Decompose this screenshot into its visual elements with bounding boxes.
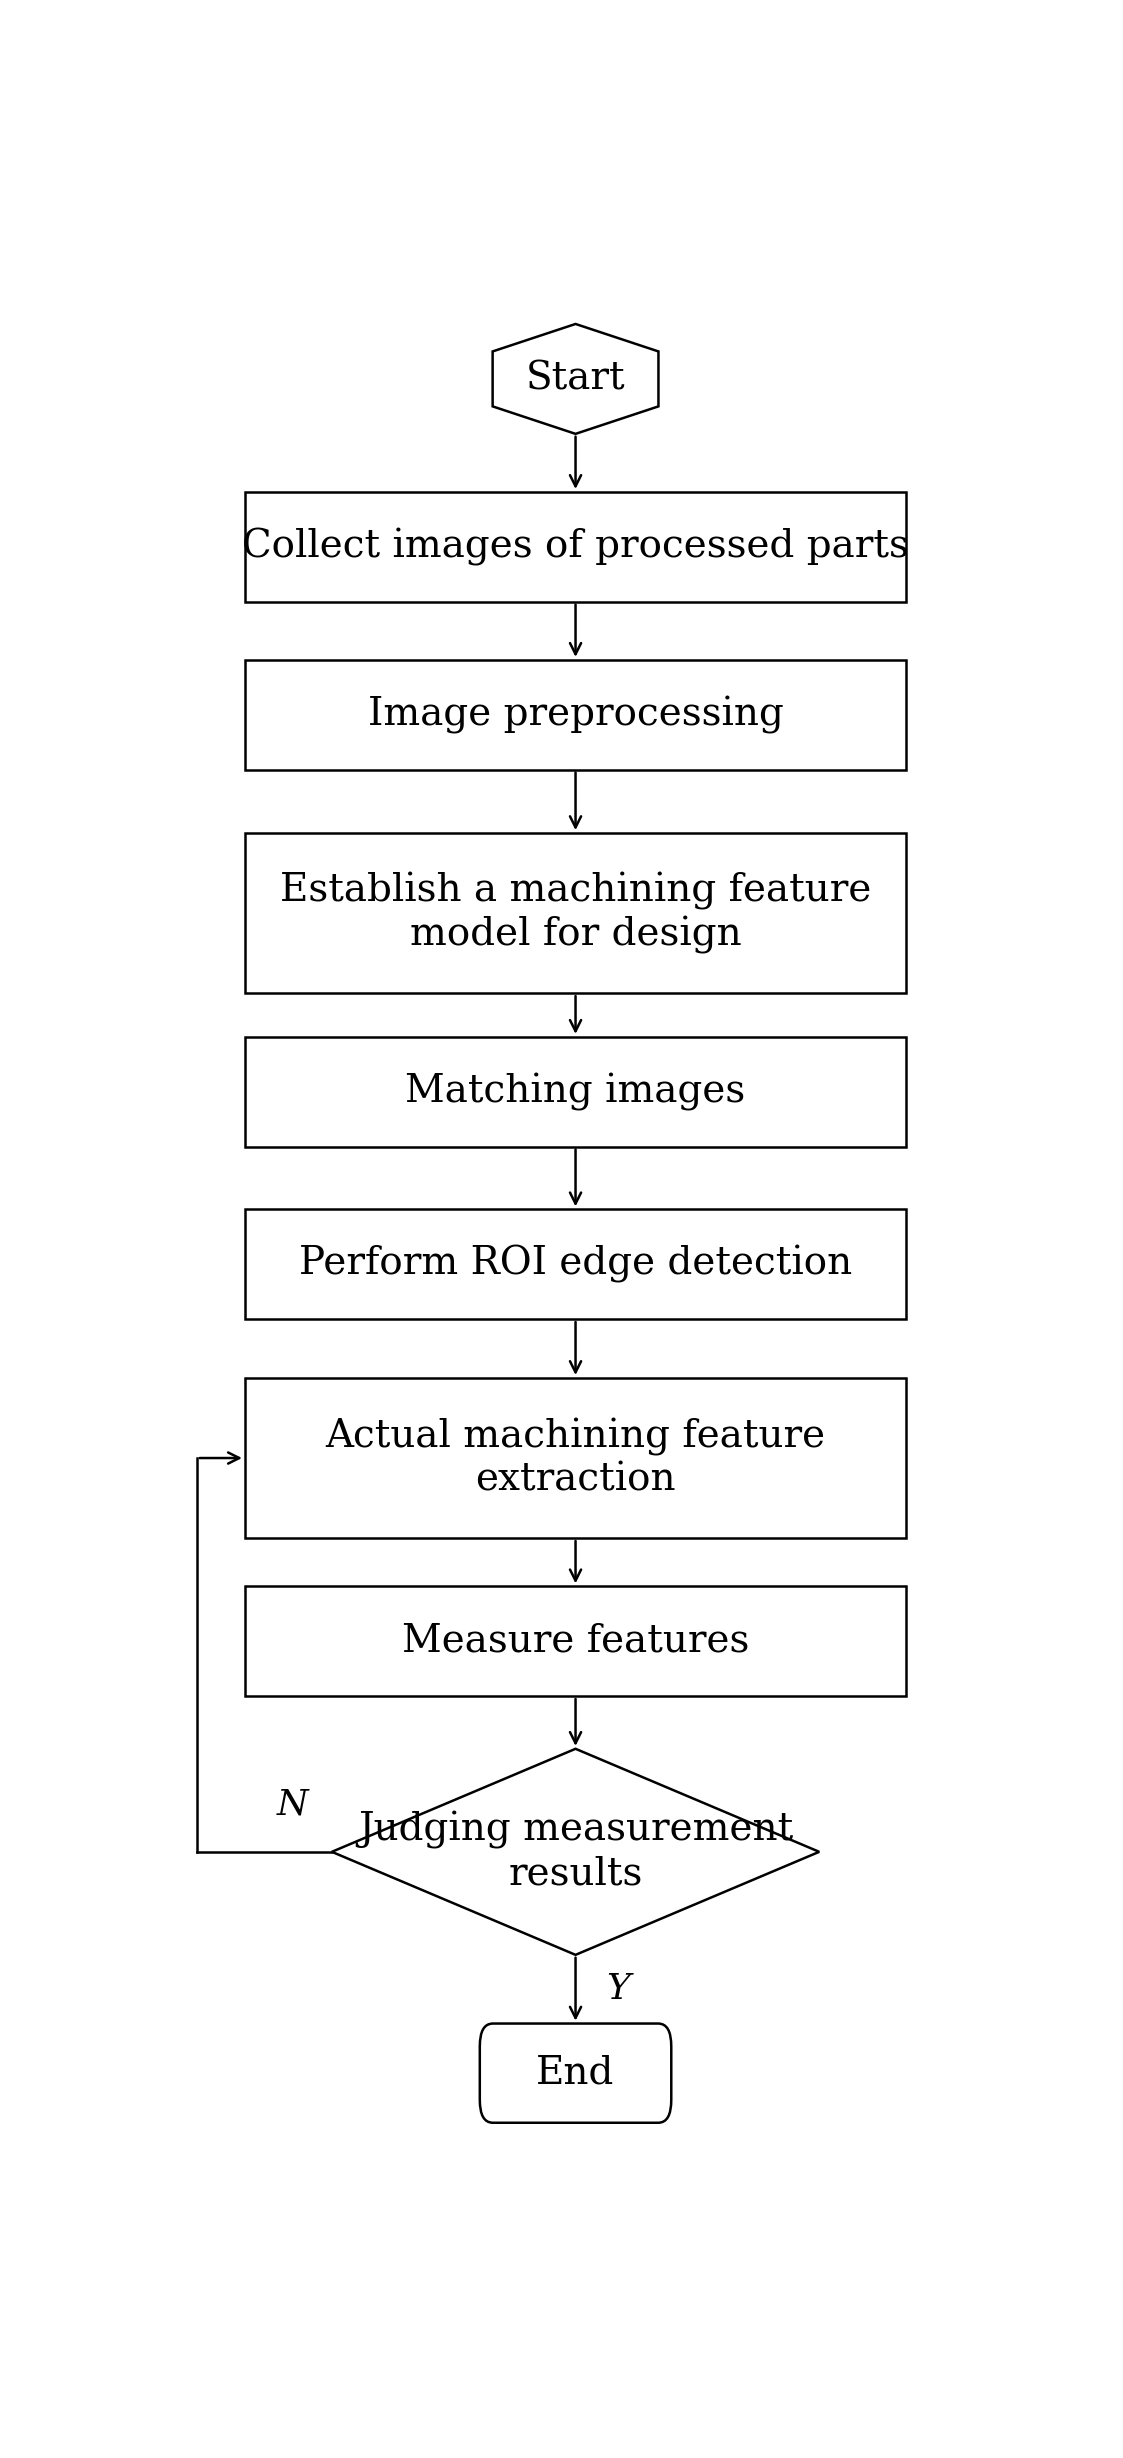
Bar xyxy=(245,492,906,602)
Text: Image preprocessing: Image preprocessing xyxy=(367,696,784,732)
Text: Judging measurement
results: Judging measurement results xyxy=(358,1812,793,1893)
FancyBboxPatch shape xyxy=(480,2023,672,2124)
Bar xyxy=(245,1379,906,1539)
Bar xyxy=(245,1037,906,1145)
Bar xyxy=(245,659,906,769)
Text: End: End xyxy=(537,2055,614,2092)
Text: Start: Start xyxy=(526,361,626,398)
Text: Collect images of processed parts: Collect images of processed parts xyxy=(243,528,909,565)
Text: Matching images: Matching images xyxy=(405,1072,746,1111)
Polygon shape xyxy=(332,1748,820,1954)
Bar xyxy=(245,1209,906,1320)
Polygon shape xyxy=(493,324,658,435)
Text: Perform ROI edge detection: Perform ROI edge detection xyxy=(299,1246,852,1283)
Bar xyxy=(245,1585,906,1696)
Bar xyxy=(245,833,906,993)
Text: Establish a machining feature
model for design: Establish a machining feature model for … xyxy=(280,873,871,954)
Text: Measure features: Measure features xyxy=(402,1622,749,1659)
Text: N: N xyxy=(277,1787,309,1821)
Text: Actual machining feature
extraction: Actual machining feature extraction xyxy=(326,1418,825,1499)
Text: Y: Y xyxy=(606,1971,630,2006)
